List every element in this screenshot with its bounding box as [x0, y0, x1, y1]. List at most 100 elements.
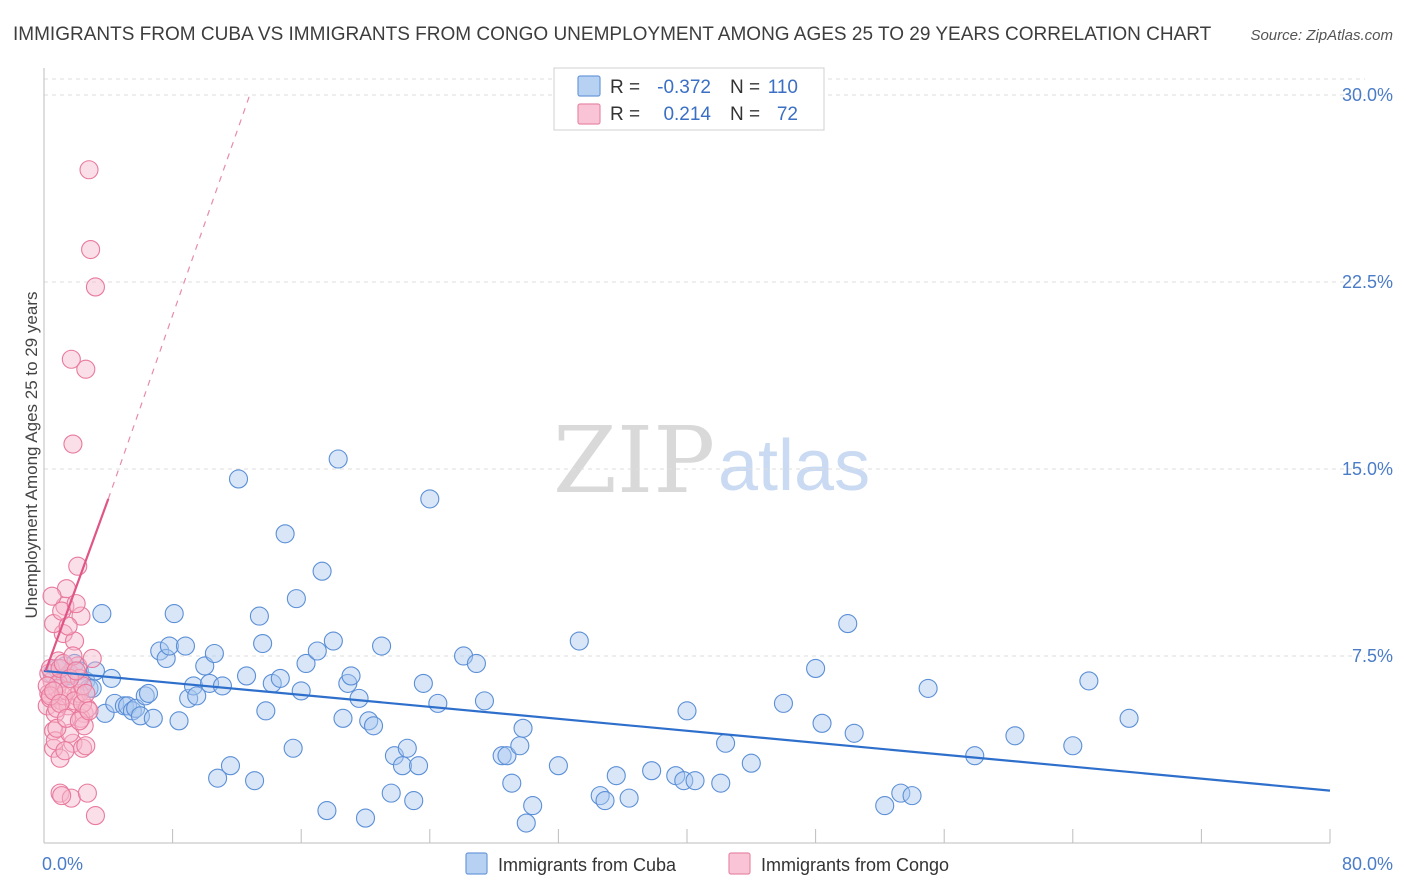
correlation-legend: R = -0.372 N = 110 R = 0.214 N = 72 [553, 67, 825, 131]
cuba-point-81 [516, 813, 536, 833]
cuba-point-69 [408, 756, 429, 776]
cuba-point-64 [381, 783, 401, 803]
cuba-point-76 [492, 746, 512, 766]
congo-point-30 [85, 277, 105, 297]
y-tick-label-1: 15.0% [1342, 459, 1393, 479]
cuba-point-60 [355, 808, 376, 828]
cuba-point-63 [372, 636, 392, 656]
y-tick-label-0: 7.5% [1352, 646, 1393, 666]
congo-point-26 [76, 359, 96, 379]
cuba-point-75 [474, 691, 495, 711]
cuba-point-68 [404, 791, 424, 811]
legend-cuba-r-value: -0.372 [657, 77, 711, 98]
cuba-point-29 [179, 688, 199, 708]
cuba-point-100 [838, 614, 858, 634]
cuba-point-82 [523, 796, 543, 816]
cuba-point-53 [317, 801, 337, 821]
congo-point-23 [71, 606, 91, 626]
cuba-point-105 [918, 678, 938, 698]
legend-congo-n-label: N = [730, 104, 760, 125]
congo-point-56 [82, 648, 102, 669]
y-tick-label-2: 22.5% [1342, 272, 1393, 292]
y-axis-label: Unemployment Among Ages 25 to 29 years [22, 292, 41, 619]
y-tick-label-3: 30.0% [1342, 85, 1393, 105]
cuba-point-107 [1005, 726, 1025, 746]
cuba-point-56 [333, 708, 353, 728]
congo-point-28 [79, 160, 99, 180]
congo-point-45 [61, 349, 81, 369]
trend-lines [43, 94, 1331, 792]
cuba-point-23 [150, 641, 170, 661]
congo-point-61 [47, 718, 67, 738]
congo-point-66 [63, 646, 83, 666]
legend-congo-n-value: 72 [777, 104, 798, 125]
cuba-point-96 [741, 753, 761, 773]
cuba-point-97 [773, 693, 794, 713]
congo-point-33 [42, 586, 62, 606]
x-axis-tick-labels: 0.0% 80.0% [42, 854, 1393, 874]
cuba-point-40 [245, 771, 265, 791]
zipatlas-watermark: ZIP atlas [553, 407, 870, 514]
series-legend-swatch-congo [728, 852, 751, 875]
cuba-point-80 [513, 718, 533, 738]
legend-cuba-n-label: N = [730, 77, 760, 98]
cuba-point-12 [95, 703, 115, 723]
chart-title: IMMIGRANTS FROM CUBA VS IMMIGRANTS FROM … [13, 24, 1212, 45]
congo-trend-line [44, 498, 110, 672]
cuba-point-87 [606, 766, 626, 786]
congo-point-57 [85, 806, 105, 826]
cuba-point-49 [291, 681, 311, 701]
cuba-point-46 [275, 524, 295, 544]
congo-point-72 [52, 786, 72, 806]
series-legend-label-congo: Immigrants from Congo [761, 855, 949, 875]
cuba-point-58 [341, 666, 361, 686]
congo-point-54 [76, 736, 96, 756]
cuba-point-94 [711, 773, 731, 793]
cuba-point-93 [685, 771, 705, 791]
cuba-point-95 [716, 733, 736, 753]
cuba-point-52 [312, 561, 332, 581]
congo-trend-extension [107, 94, 251, 500]
legend-congo-r-value: 0.214 [663, 104, 711, 125]
congo-point-70 [76, 683, 96, 703]
cuba-point-78 [502, 773, 522, 793]
cuba-point-106 [965, 746, 985, 766]
cuba-point-77 [497, 746, 517, 766]
cuba-point-74 [466, 653, 486, 674]
cuba-point-89 [642, 761, 662, 781]
cuba-point-66 [392, 756, 413, 776]
cuba-point-104 [902, 786, 922, 806]
cuba-point-109 [1079, 671, 1099, 691]
cuba-point-67 [397, 738, 417, 758]
cuba-point-38 [228, 469, 249, 489]
plot-grid [44, 78, 1365, 657]
cuba-point-22 [143, 708, 163, 728]
cuba-point-47 [283, 738, 303, 758]
cuba-point-20 [135, 686, 155, 706]
cuba-point-11 [92, 604, 112, 624]
cuba-point-37 [220, 756, 241, 776]
legend-congo-r-label: R = [610, 104, 640, 125]
cuba-point-41 [249, 606, 269, 626]
cuba-point-43 [256, 701, 276, 721]
cuba-point-39 [236, 666, 257, 686]
congo-point-71 [79, 701, 99, 721]
cuba-point-86 [595, 791, 615, 811]
congo-point-60 [44, 681, 64, 701]
cuba-point-91 [674, 771, 694, 791]
cuba-point-45 [270, 668, 290, 688]
cuba-point-79 [510, 736, 530, 756]
cuba-point-48 [286, 589, 306, 609]
cuba-point-54 [323, 631, 343, 651]
cuba-point-50 [296, 653, 316, 674]
cuba-point-83 [548, 756, 568, 776]
x-tick-label-1: 80.0% [1342, 854, 1393, 874]
cuba-trend-line [43, 669, 1331, 792]
cuba-point-88 [619, 788, 639, 808]
cuba-point-34 [204, 643, 224, 664]
legend-swatch-cuba [577, 75, 601, 97]
cuba-point-27 [169, 711, 189, 731]
cuba-point-92 [677, 701, 697, 721]
cuba-point-55 [328, 449, 348, 469]
congo-point-59 [40, 686, 60, 706]
